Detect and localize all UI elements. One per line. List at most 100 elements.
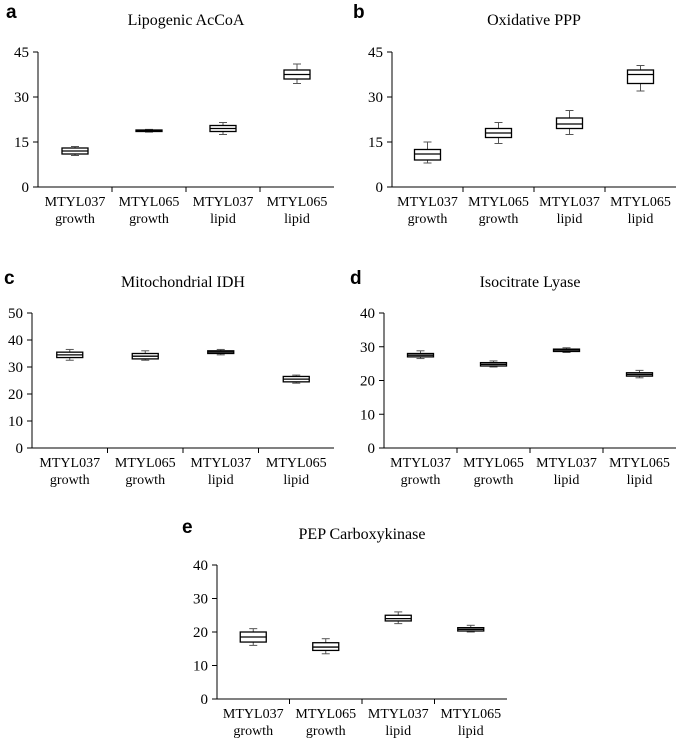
x-tick-label: lipid (210, 212, 236, 227)
box-4 (625, 369, 654, 379)
y-tick-label: 20 (360, 374, 375, 390)
y-tick-label: 45 (368, 45, 383, 61)
y-tick-label: 0 (16, 441, 24, 457)
panel-a: a Lipogenic AcCoA 0 15 30 45 MTYL037 growth MT… (0, 0, 339, 240)
y-tick-label: 30 (8, 360, 23, 376)
x-tick-label: MTYL065 (115, 456, 176, 471)
x-tick-label: MTYL037 (368, 707, 429, 722)
panel-letter-b: b (353, 2, 365, 23)
box-3 (209, 122, 237, 135)
x-tick-label: lipid (554, 473, 580, 488)
x-tick-label: MTYL065 (440, 707, 501, 722)
panel-b: b Oxidative PPP 0 15 30 45 MTYL037 growth MTYL… (339, 0, 678, 240)
box-1 (61, 146, 89, 156)
box-plot-b: 0 15 30 45 MTYL037 growth MTYL065 growth MTYL037… (368, 45, 676, 227)
x-tick-label: lipid (628, 212, 654, 227)
y-tick-label: 0 (22, 180, 30, 196)
chart-title-c: Mitochondrial IDH (121, 274, 245, 291)
x-tick-label: growth (306, 724, 346, 739)
x-tick-label: MTYL037 (190, 456, 251, 471)
box-3 (555, 110, 584, 135)
box-4 (457, 624, 485, 633)
box-2 (479, 360, 508, 368)
box-1 (56, 348, 84, 361)
y-tick-label: 30 (360, 340, 375, 356)
x-tick-label: growth (55, 212, 95, 227)
x-tick-label: growth (408, 212, 448, 227)
box-3 (384, 611, 412, 625)
y-tick-label: 30 (193, 592, 208, 608)
y-tick-label: 30 (368, 90, 383, 106)
y-tick-label: 15 (368, 135, 383, 151)
y-tick-label: 0 (368, 441, 376, 457)
x-tick-label: lipid (283, 473, 309, 488)
chart-title-a: Lipogenic AcCoA (127, 12, 245, 29)
x-tick-label: MTYL065 (267, 195, 328, 210)
chart-title-e: PEP Carboxykinase (298, 526, 426, 543)
panel-e: e PEP Carboxykinase 0 10 20 30 40 MTYL037 grow… (170, 512, 510, 739)
y-tick-label: 0 (201, 692, 209, 708)
panel-letter-e: e (182, 517, 193, 538)
x-tick-label: MTYL065 (295, 707, 356, 722)
box-4 (282, 374, 310, 384)
x-tick-label: MTYL037 (397, 195, 458, 210)
y-tick-label: 15 (14, 135, 29, 151)
x-tick-label: lipid (557, 212, 583, 227)
box-2 (312, 638, 340, 655)
box-plot-e: 0 10 20 30 40 MTYL037 growth MTYL065 growth MTYL0… (193, 558, 507, 739)
y-tick-label: 45 (14, 45, 29, 61)
box-iqr (626, 69, 655, 85)
x-tick-label: growth (479, 212, 519, 227)
panel-letter-c: c (4, 268, 15, 289)
x-tick-label: MTYL065 (610, 195, 671, 210)
y-tick-label: 40 (8, 333, 23, 349)
y-tick-label: 50 (8, 306, 23, 322)
x-tick-label: growth (129, 212, 169, 227)
y-tick-label: 30 (14, 90, 29, 106)
x-tick-label: lipid (385, 724, 411, 739)
box-iqr (555, 117, 584, 130)
y-tick-label: 0 (376, 180, 384, 196)
box-1 (413, 141, 442, 164)
x-tick-label: MTYL037 (536, 456, 597, 471)
x-tick-label: growth (50, 473, 90, 488)
box-4 (626, 65, 655, 92)
y-tick-label: 40 (360, 306, 375, 322)
chart-title-d: Isocitrate Lyase (479, 274, 581, 291)
box-3 (552, 347, 581, 353)
y-tick-label: 10 (8, 414, 23, 430)
y-tick-label: 40 (193, 558, 208, 574)
x-tick-label: MTYL037 (193, 195, 254, 210)
x-tick-label: MTYL037 (45, 195, 106, 210)
box-2 (135, 128, 163, 133)
panel-letter-d: d (350, 268, 362, 289)
x-tick-label: MTYL065 (119, 195, 180, 210)
x-tick-label: growth (401, 473, 441, 488)
x-tick-label: growth (125, 473, 165, 488)
x-tick-label: MTYL037 (39, 456, 100, 471)
x-tick-label: lipid (458, 724, 484, 739)
box-plot-a: 0 15 30 45 MTYL037 growth MTYL065 growth MTYL037… (14, 45, 334, 227)
box-2 (484, 122, 513, 144)
x-tick-label: MTYL037 (223, 707, 284, 722)
y-tick-label: 10 (193, 659, 208, 675)
box-1 (406, 350, 435, 360)
box-plot-c: 0 10 20 30 40 50 MTYL037 growth MTYL065 growth MTY… (8, 306, 334, 488)
box-1 (239, 628, 267, 646)
chart-title-b: Oxidative PPP (487, 12, 581, 29)
y-tick-label: 10 (360, 407, 375, 423)
box-4 (283, 63, 311, 84)
panel-letter-a: a (6, 2, 17, 23)
box-3 (207, 348, 235, 356)
y-tick-label: 20 (193, 625, 208, 641)
x-tick-label: growth (474, 473, 514, 488)
x-tick-label: MTYL037 (539, 195, 600, 210)
y-tick-label: 20 (8, 387, 23, 403)
x-tick-label: MTYL065 (463, 456, 524, 471)
x-tick-label: lipid (208, 473, 234, 488)
box-plot-d: 0 10 20 30 40 MTYL037 growth MTYL065 growth MTYL0… (360, 306, 676, 488)
x-tick-label: lipid (627, 473, 653, 488)
box-2 (131, 350, 159, 361)
panel-c: c Mitochondrial IDH 0 10 20 30 40 50 MTYL037 gr… (0, 262, 339, 502)
x-tick-label: MTYL065 (609, 456, 670, 471)
